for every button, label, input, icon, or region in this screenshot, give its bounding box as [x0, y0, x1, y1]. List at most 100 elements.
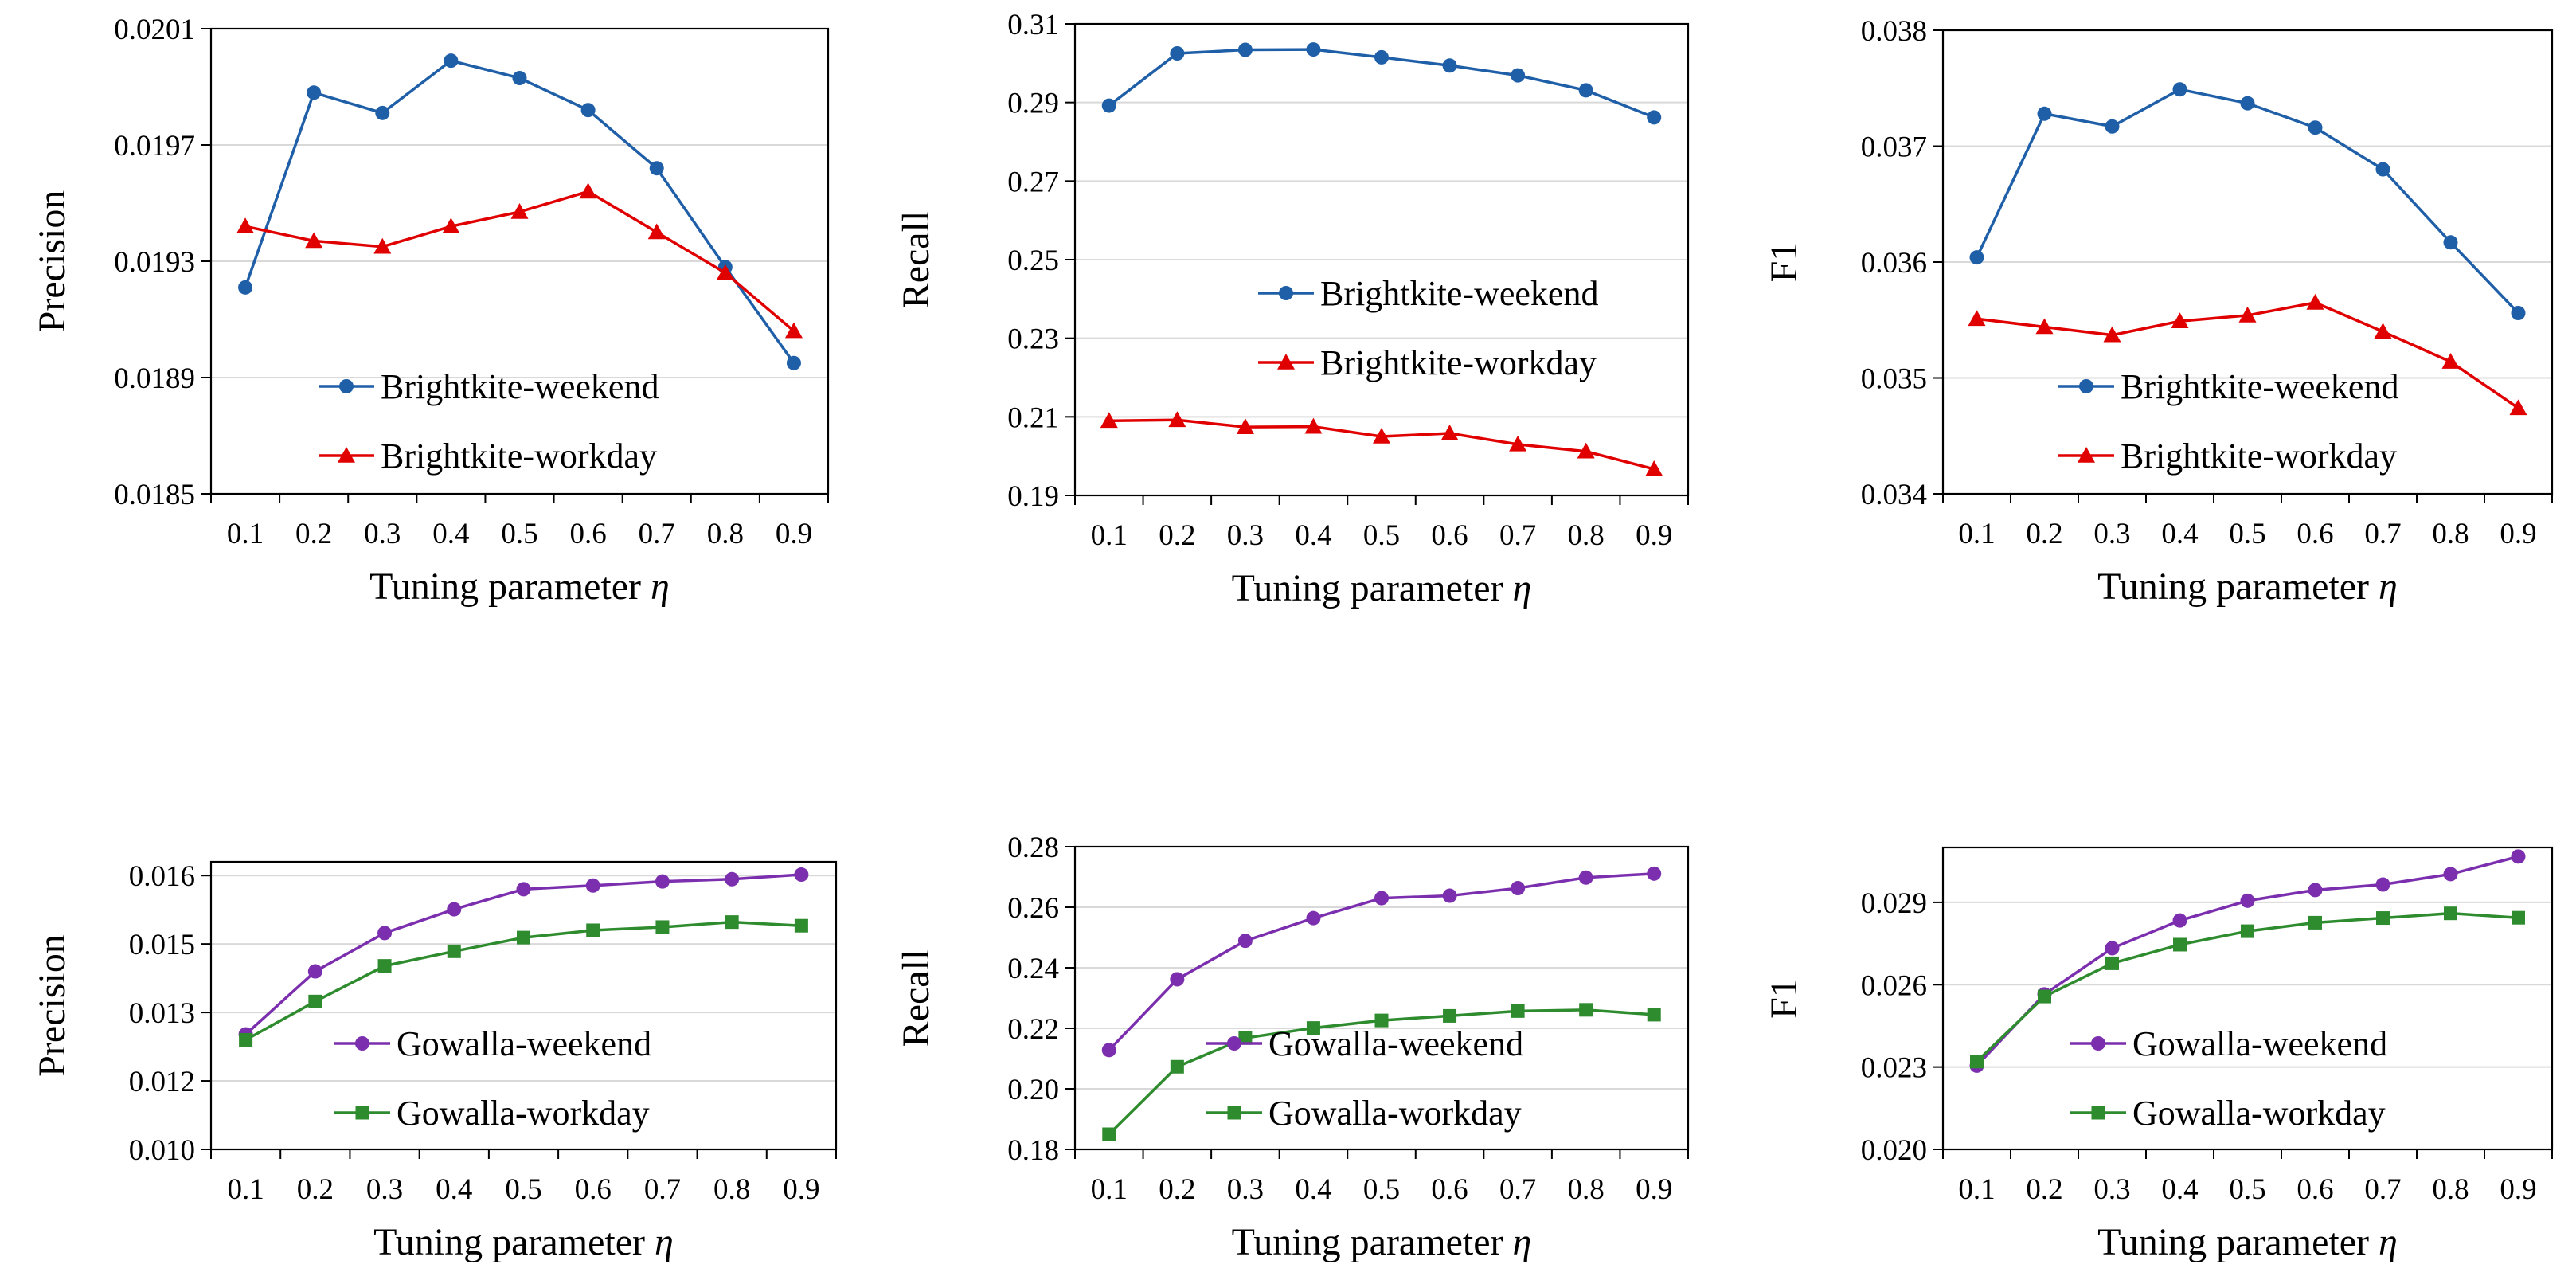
data-point: [305, 232, 323, 249]
plot-frame: [209, 860, 838, 1151]
legend-label: Gowalla-workday: [1268, 1094, 1522, 1133]
x-tick-label: 0.5: [1363, 1173, 1400, 1206]
data-point: [2038, 989, 2051, 1004]
y-tick-label: 0.29: [1007, 88, 1059, 120]
x-tick-label: 0.4: [2161, 1173, 2198, 1206]
y-tick-label: 0.18: [1007, 1134, 1059, 1167]
series-triangle: [236, 182, 803, 339]
data-point: [2443, 235, 2458, 250]
x-tick-label: 0.6: [575, 1173, 612, 1206]
series-circle: [238, 53, 801, 370]
data-point: [1374, 49, 1389, 65]
series-circle: [1969, 849, 2526, 1073]
data-point: [2240, 893, 2255, 908]
data-point: [586, 923, 600, 937]
data-point: [1306, 910, 1321, 926]
x-axis-title-symbol: η: [1513, 1221, 1532, 1263]
x-axis-title-symbol: η: [2379, 566, 2398, 608]
data-point: [2374, 323, 2392, 339]
x-tick-label: 0.9: [783, 1173, 819, 1206]
x-axis-title-text: Tuning parameter: [2097, 566, 2379, 608]
y-axis-title: Recall: [895, 949, 937, 1047]
data-point: [794, 918, 808, 933]
data-point: [655, 920, 670, 934]
legend-marker: [338, 447, 355, 463]
series-circle: [1969, 82, 2526, 321]
x-tick-label: 0.1: [1091, 1173, 1128, 1206]
data-point: [2375, 162, 2390, 177]
data-point: [1304, 417, 1323, 434]
data-point: [307, 964, 322, 979]
legend-marker: [2091, 1036, 2105, 1051]
legend-label: Gowalla-weekend: [1268, 1024, 1523, 1063]
legend-marker: [355, 1106, 369, 1120]
data-point: [1374, 891, 1389, 906]
x-tick-label: 0.6: [569, 518, 606, 550]
legend-marker: [355, 1036, 369, 1051]
legend: Gowalla-weekend Gowalla-workday: [1206, 1024, 1523, 1133]
y-axis-title: F1: [1763, 978, 1805, 1019]
x-tick-label: 0.7: [1499, 1173, 1536, 1206]
y-tick-label: 0.0193: [114, 246, 195, 279]
x-tick-label: 0.8: [2432, 518, 2469, 550]
data-point: [2172, 913, 2187, 928]
data-point: [1442, 888, 1457, 903]
data-point: [1238, 1031, 1253, 1045]
y-tick-label: 0.23: [1007, 323, 1059, 356]
y-tick-label: 0.034: [1861, 479, 1927, 511]
data-point: [1511, 1004, 1525, 1018]
data-point: [517, 930, 530, 945]
plot-frame: [1941, 846, 2554, 1151]
x-tick-label: 0.1: [227, 1173, 264, 1206]
y-tick-label: 0.035: [1861, 363, 1927, 396]
y-tick-label: 0.020: [1861, 1134, 1927, 1167]
data-point: [1578, 83, 1593, 98]
x-axis-title: Tuning parameter η: [2097, 1221, 2398, 1263]
data-point: [2238, 306, 2257, 323]
x-tick-label: 0.7: [639, 518, 675, 550]
x-tick-label: 0.6: [1431, 519, 1468, 552]
data-point: [2308, 883, 2323, 898]
y-tick-label: 0.015: [129, 929, 195, 961]
x-axis-title-text: Tuning parameter: [369, 566, 651, 608]
x-tick-label: 0.7: [2364, 1173, 2401, 1206]
data-point: [442, 217, 460, 233]
data-point: [1101, 1043, 1116, 1058]
legend-marker: [339, 379, 354, 393]
y-axis-title: Precision: [31, 190, 73, 333]
x-tick-label: 0.4: [436, 1173, 472, 1206]
data-point: [1170, 972, 1185, 987]
data-point: [1102, 1127, 1116, 1141]
data-point: [444, 53, 459, 69]
legend-label: Brightkite-workday: [381, 436, 657, 476]
y-tick-label: 0.28: [1007, 832, 1059, 864]
x-axis-title-symbol: η: [2379, 1221, 2398, 1263]
x-tick-label: 0.2: [297, 1173, 334, 1206]
legend-marker: [1279, 286, 1293, 300]
x-tick-label: 0.5: [505, 1173, 541, 1206]
x-tick-label: 0.8: [707, 518, 744, 550]
data-point: [1100, 412, 1118, 429]
legend-label: Gowalla-workday: [2132, 1094, 2386, 1133]
x-axis-title-text: Tuning parameter: [2097, 1221, 2379, 1263]
data-point: [1170, 46, 1185, 61]
x-tick-label: 0.9: [2500, 518, 2536, 550]
legend-marker: [1227, 1036, 1241, 1051]
data-point: [1306, 42, 1321, 57]
data-point: [1101, 98, 1116, 113]
x-axis-title: Tuning parameter η: [373, 1221, 674, 1263]
data-point: [1578, 870, 1593, 885]
data-point: [579, 182, 597, 199]
x-tick-label: 0.4: [1295, 519, 1331, 552]
x-tick-label: 0.8: [1568, 1173, 1605, 1206]
x-tick-label: 0.7: [1499, 519, 1536, 552]
y-tick-label: 0.0189: [114, 362, 195, 395]
data-point: [786, 355, 801, 370]
x-axis-title-text: Tuning parameter: [373, 1221, 655, 1263]
data-point: [1511, 68, 1526, 83]
data-point: [2105, 956, 2119, 970]
data-point: [1511, 881, 1526, 896]
y-tick-label: 0.22: [1007, 1013, 1059, 1046]
x-tick-label: 0.3: [2093, 518, 2130, 550]
data-point: [1509, 435, 1527, 452]
